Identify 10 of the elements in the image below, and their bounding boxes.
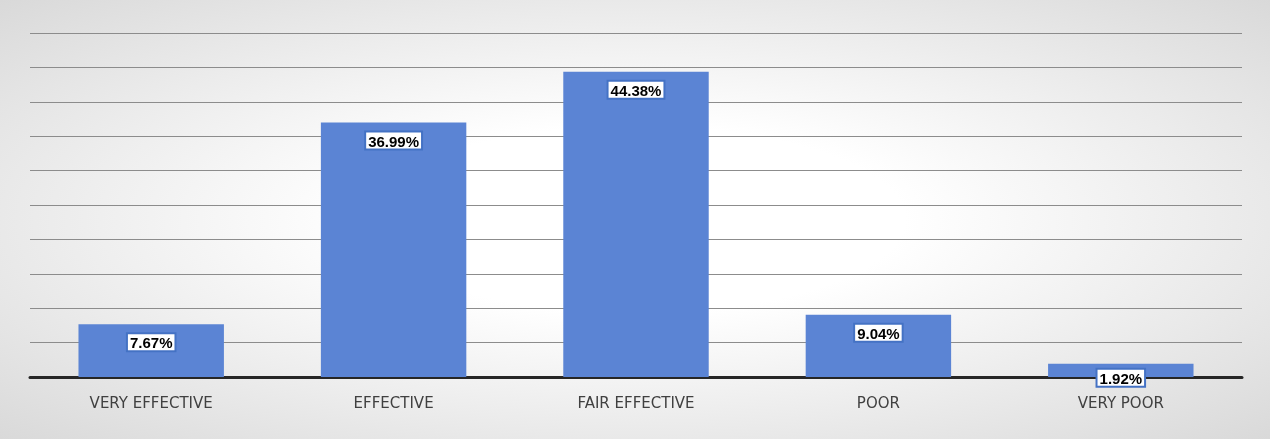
x-tick-label: FAIR EFFECTIVE: [577, 393, 695, 412]
x-tick-label: VERY EFFECTIVE: [89, 393, 213, 412]
data-label: 7.67%: [129, 334, 173, 352]
data-label: 1.92%: [1099, 369, 1143, 387]
data-label: 36.99%: [368, 132, 420, 150]
x-tick-label: VERY POOR: [1077, 393, 1164, 412]
data-label: 9.04%: [857, 324, 900, 342]
data-label: 44.38%: [610, 81, 662, 99]
x-tick-label: EFFECTIVE: [353, 393, 434, 412]
x-tick-label: POOR: [856, 393, 900, 412]
